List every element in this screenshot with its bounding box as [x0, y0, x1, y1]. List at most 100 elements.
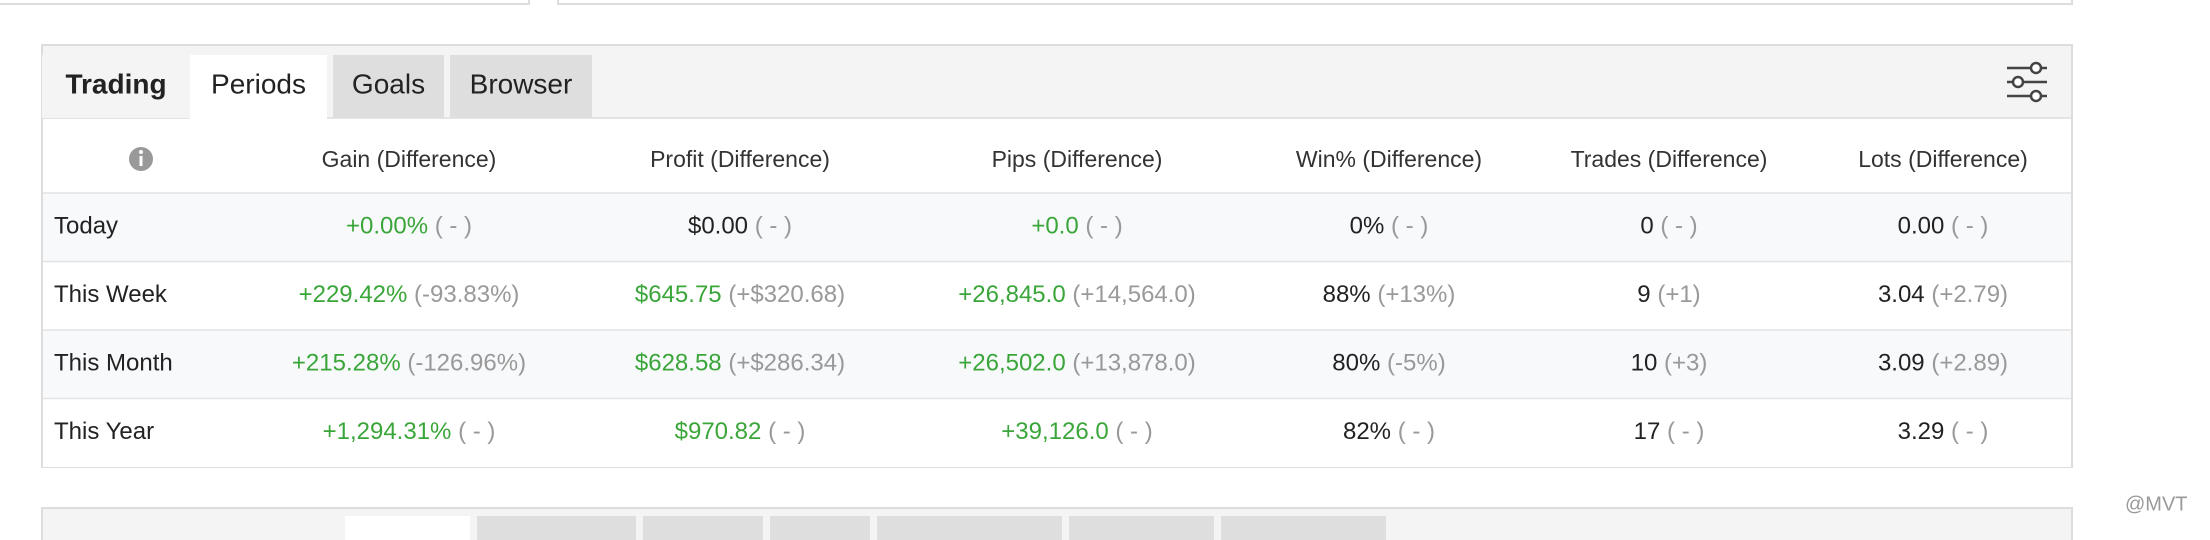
- cell-diff: (+$320.68): [728, 281, 845, 308]
- cell: $0.00 ( - ): [688, 213, 792, 240]
- cell: 3.29 ( - ): [1898, 418, 1989, 445]
- tab[interactable]: [42, 55, 190, 118]
- cell-diff: ( - ): [435, 213, 472, 240]
- info-icon-bar: [139, 156, 143, 166]
- advanced-tab-label[interactable]: MAE/MFE: [1240, 535, 1368, 540]
- advanced-tab[interactable]: [643, 516, 763, 540]
- cell: +215.28% (-126.96%): [292, 350, 526, 377]
- cell: +229.42% (-93.83%): [299, 281, 520, 308]
- filter-icon[interactable]: [2007, 61, 2047, 103]
- cell: 0 ( - ): [1640, 213, 1697, 240]
- cell-diff: (-93.83%): [414, 281, 519, 308]
- cell-value: +0.00%: [346, 213, 428, 240]
- cell-value: 80%: [1332, 350, 1380, 377]
- cell-diff: ( - ): [1398, 418, 1435, 445]
- row-label: Today: [54, 213, 118, 240]
- cell-value: +39,126.0: [1001, 418, 1108, 445]
- cell-value: +0.0: [1031, 213, 1078, 240]
- tab[interactable]: [450, 55, 592, 118]
- cell: 3.09 (+2.89): [1878, 350, 2008, 377]
- cell-diff: (+13%): [1377, 281, 1455, 308]
- column-header: Trades (Difference): [1571, 146, 1768, 172]
- tab-label[interactable]: Browser: [470, 68, 573, 99]
- cell: 80% (-5%): [1332, 350, 1445, 377]
- advanced-tab-label[interactable]: Daily: [789, 535, 851, 540]
- advanced-tab[interactable]: [1221, 516, 1386, 540]
- cell: $628.58 (+$286.34): [635, 350, 845, 377]
- column-header: Win% (Difference): [1296, 146, 1482, 172]
- cell: 0% ( - ): [1350, 213, 1429, 240]
- advanced-tab-label[interactable]: Trades: [364, 535, 450, 540]
- cell-value: +215.28%: [292, 350, 401, 377]
- advanced-tab-label[interactable]: Duration: [1089, 535, 1195, 540]
- cell-value: +26,845.0: [958, 281, 1065, 308]
- advanced-tab[interactable]: [770, 516, 870, 540]
- cell: 3.04 (+2.79): [1878, 281, 2008, 308]
- cell-diff: ( - ): [1115, 418, 1152, 445]
- cell: $970.82 ( - ): [675, 418, 806, 445]
- cell-diff: (+2.79): [1931, 281, 2008, 308]
- row-label: This Week: [54, 281, 168, 308]
- advanced-title: Advanced Statistics: [70, 535, 336, 540]
- cell-value: $628.58: [635, 350, 722, 377]
- cell-diff: ( - ): [1951, 418, 1988, 445]
- cell-value: $0.00: [688, 213, 748, 240]
- column-header: Profit (Difference): [650, 146, 830, 172]
- cell-value: 3.09: [1878, 350, 1925, 377]
- cell-value: 82%: [1343, 418, 1391, 445]
- cell-diff: ( - ): [755, 213, 792, 240]
- cell-diff: (+13,878.0): [1072, 350, 1195, 377]
- advanced-tab[interactable]: [1069, 516, 1214, 540]
- advanced-tab[interactable]: [345, 516, 470, 540]
- advanced-tab-label[interactable]: Summary: [497, 535, 617, 540]
- cell-value: 0.00: [1898, 213, 1945, 240]
- advanced-tab-label[interactable]: Risk of Ruin: [894, 535, 1045, 540]
- cell-value: 17: [1634, 418, 1661, 445]
- cell: +0.0 ( - ): [1031, 213, 1122, 240]
- cell-diff: ( - ): [768, 418, 805, 445]
- cell-diff: ( - ): [1660, 213, 1697, 240]
- top-box-right: [557, 0, 2073, 5]
- cell: 88% (+13%): [1323, 281, 1456, 308]
- cell: 17 ( - ): [1634, 418, 1705, 445]
- cell: 9 (+1): [1637, 281, 1700, 308]
- cell-value: 0: [1640, 213, 1653, 240]
- cell-value: +26,502.0: [958, 350, 1065, 377]
- tab-label[interactable]: Trading: [65, 68, 166, 99]
- row-label: This Year: [54, 418, 154, 445]
- cell-value: 10: [1631, 350, 1658, 377]
- cell-diff: (+3): [1664, 350, 1707, 377]
- advanced-tab-label[interactable]: Hourly: [663, 535, 744, 540]
- tab[interactable]: [333, 55, 444, 118]
- cell-value: 0%: [1350, 213, 1385, 240]
- column-header: Gain (Difference): [322, 146, 497, 172]
- cell-diff: (-126.96%): [407, 350, 526, 377]
- cell-diff: ( - ): [1951, 213, 1988, 240]
- tab-label[interactable]: Goals: [352, 68, 425, 99]
- cell-diff: ( - ): [458, 418, 495, 445]
- cell-value: 3.04: [1878, 281, 1925, 308]
- cell: 0.00 ( - ): [1898, 213, 1989, 240]
- cell-diff: (+14,564.0): [1072, 281, 1195, 308]
- cell: 10 (+3): [1631, 350, 1708, 377]
- table-row: [43, 193, 2071, 262]
- tab[interactable]: [190, 55, 327, 119]
- column-header: Pips (Difference): [992, 146, 1163, 172]
- cell-diff: (+2.89): [1931, 350, 2008, 377]
- cell-diff: ( - ): [1667, 418, 1704, 445]
- cell-diff: (+$286.34): [728, 350, 845, 377]
- table-row: [43, 330, 2071, 399]
- row-label: This Month: [54, 350, 173, 377]
- advanced-tab[interactable]: [477, 516, 636, 540]
- cell: +0.00% ( - ): [346, 213, 472, 240]
- advanced-tab[interactable]: [877, 516, 1062, 540]
- cell: 82% ( - ): [1343, 418, 1435, 445]
- top-box-left: [0, 0, 530, 5]
- cell: +1,294.31% ( - ): [323, 418, 496, 445]
- cell-value: 88%: [1323, 281, 1371, 308]
- cell-value: 3.29: [1898, 418, 1945, 445]
- watermark: @MVT: [2125, 493, 2188, 515]
- tab-label[interactable]: Periods: [211, 68, 306, 99]
